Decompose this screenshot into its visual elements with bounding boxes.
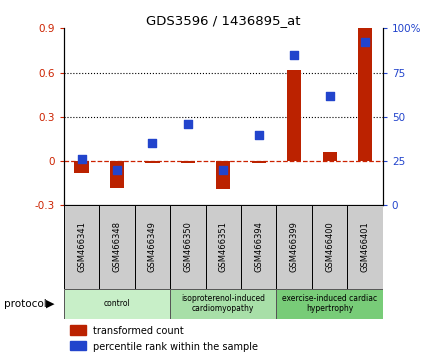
Bar: [74, 161, 88, 173]
Title: GDS3596 / 1436895_at: GDS3596 / 1436895_at: [146, 14, 301, 27]
Text: GSM466349: GSM466349: [148, 222, 157, 272]
Text: percentile rank within the sample: percentile rank within the sample: [92, 342, 257, 352]
Bar: [181, 161, 195, 162]
Text: transformed count: transformed count: [92, 326, 183, 336]
Text: GSM466399: GSM466399: [290, 222, 299, 272]
Bar: [205, 205, 241, 289]
Bar: [276, 205, 312, 289]
Bar: [323, 152, 337, 161]
Bar: [64, 289, 170, 319]
Bar: [170, 205, 205, 289]
Bar: [241, 205, 276, 289]
Text: isoproterenol-induced
cardiomyopathy: isoproterenol-induced cardiomyopathy: [181, 294, 265, 313]
Bar: [64, 205, 99, 289]
Bar: [99, 205, 135, 289]
Text: GSM466394: GSM466394: [254, 222, 263, 272]
Bar: [358, 28, 372, 161]
Bar: [347, 205, 383, 289]
Bar: [70, 325, 86, 335]
Text: GSM466401: GSM466401: [360, 222, 370, 272]
Bar: [216, 161, 231, 189]
Bar: [170, 289, 276, 319]
Text: protocol: protocol: [4, 298, 47, 309]
Bar: [145, 161, 160, 162]
Point: [220, 167, 227, 173]
Bar: [252, 161, 266, 162]
Point: [78, 156, 85, 162]
Point: [255, 132, 262, 137]
Bar: [312, 205, 347, 289]
Text: GSM466351: GSM466351: [219, 222, 228, 272]
Text: GSM466350: GSM466350: [183, 222, 192, 272]
Bar: [70, 341, 86, 350]
Text: GSM466348: GSM466348: [113, 221, 121, 273]
Bar: [135, 205, 170, 289]
Point: [362, 40, 369, 45]
Bar: [276, 289, 383, 319]
Text: exercise-induced cardiac
hypertrophy: exercise-induced cardiac hypertrophy: [282, 294, 377, 313]
Text: ▶: ▶: [46, 298, 55, 309]
Point: [326, 93, 333, 98]
Point: [184, 121, 191, 127]
Point: [291, 52, 298, 58]
Point: [149, 141, 156, 146]
Text: control: control: [103, 299, 130, 308]
Bar: [110, 161, 124, 188]
Text: GSM466400: GSM466400: [325, 222, 334, 272]
Point: [114, 167, 121, 173]
Text: GSM466341: GSM466341: [77, 222, 86, 272]
Bar: [287, 70, 301, 161]
